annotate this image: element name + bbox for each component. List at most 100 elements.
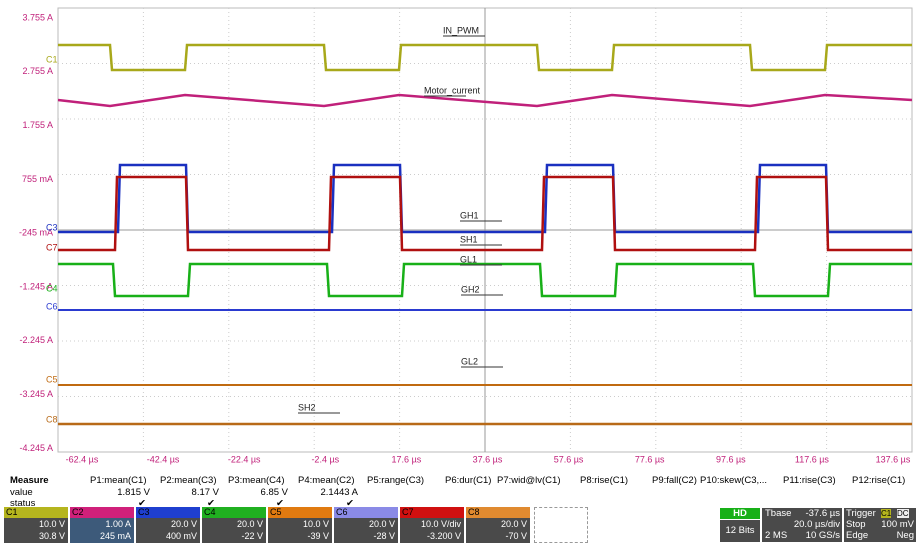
x-axis-label: 37.6 µs [473, 454, 503, 464]
y-axis-label: -4.245 A [19, 443, 53, 453]
x-axis-label: -62.4 µs [66, 454, 99, 464]
measure-param: P12:rise(C1) [852, 475, 906, 486]
channel-offset: 400 mV [165, 531, 197, 541]
channel-box: C6 20.0 V -28 V [334, 507, 398, 543]
bits: 12 Bits [720, 520, 760, 542]
trace-label: GH1 [460, 210, 479, 220]
channel-name[interactable]: C4 [202, 507, 266, 518]
channel-marker: C8 [46, 414, 58, 424]
y-axis-label: 1.755 A [22, 120, 53, 130]
status-check: ✔ [276, 498, 284, 509]
rate: 10 GS/s [805, 530, 840, 541]
measure-param: P3:mean(C4) [228, 475, 285, 486]
channel-settings[interactable]: 20.0 V 400 mV [136, 518, 200, 543]
trigger-type: Edge [846, 530, 869, 541]
measure-param: P2:mean(C3) [160, 475, 217, 486]
channel-scale: 10.0 V [302, 519, 329, 529]
channel-offset: -28 V [373, 531, 395, 541]
measure-param: P5:range(C3) [367, 475, 425, 486]
channel-offset: -39 V [307, 531, 329, 541]
x-axis-label: 117.6 µs [795, 454, 830, 464]
waveform [57, 93, 913, 108]
channel-scale: 20.0 V [236, 519, 263, 529]
channel-box: C5 10.0 V -39 V [268, 507, 332, 543]
channel-offset: 30.8 V [38, 531, 65, 541]
tbase-panel [762, 508, 842, 542]
measure-value: 2.1443 A [320, 487, 358, 498]
x-axis-label: 57.6 µs [554, 454, 584, 464]
channel-settings[interactable]: 20.0 V -28 V [334, 518, 398, 543]
channel-settings[interactable]: 1.00 A 245 mA [70, 518, 134, 543]
channel-marker: C1 [46, 54, 58, 64]
channel-settings[interactable]: 20.0 V -70 V [466, 518, 530, 543]
y-axis-label: -1.245 A [19, 281, 53, 291]
channel-marker: C6 [46, 301, 58, 311]
measure-value: 6.85 V [260, 487, 288, 498]
channel-name[interactable]: C5 [268, 507, 332, 518]
x-axis-label: -22.4 µs [228, 454, 261, 464]
channel-scale: 1.00 A [105, 519, 131, 529]
channel-offset: 245 mA [99, 531, 131, 541]
channel-box: C3 20.0 V 400 mV [136, 507, 200, 543]
x-axis-label: 77.6 µs [635, 454, 665, 464]
timediv: 20.0 µs/div [793, 519, 840, 530]
status-check: ✔ [207, 498, 215, 509]
trace-label: SH1 [460, 234, 478, 244]
row-label: status [10, 498, 36, 509]
channel-scale: 20.0 V [368, 519, 395, 529]
trace-label: GL1 [460, 254, 477, 264]
channel-settings[interactable]: 10.0 V 30.8 V [4, 518, 68, 543]
measure-param: P4:mean(C2) [298, 475, 355, 486]
measure-value: 8.17 V [191, 487, 219, 498]
channel-name[interactable]: C8 [466, 507, 530, 518]
measure-param: P7:wid@lv(C1) [497, 475, 561, 486]
channel-name[interactable]: C2 [70, 507, 134, 518]
y-axis-label: -3.245 A [19, 389, 53, 399]
trigger-slope: Neg [896, 530, 914, 541]
waveform [58, 175, 912, 252]
channel-settings[interactable]: 20.0 V -22 V [202, 518, 266, 543]
channel-marker: C3 [46, 222, 58, 232]
trace-label: SH2 [298, 402, 316, 412]
measure-param: P1:mean(C1) [90, 475, 147, 486]
channel-box: C1 10.0 V 30.8 V [4, 507, 68, 543]
x-axis-label: -2.4 µs [311, 454, 339, 464]
y-axis-label: 3.755 A [22, 12, 53, 22]
samples: 2 MS [765, 530, 788, 541]
status-check: ✔ [138, 498, 146, 509]
trigger-coupling: DC [897, 509, 909, 518]
y-axis-label: -245 mA [19, 228, 53, 238]
waveform-display: 3.755 A 2.755 A 1.755 A 755 mA -245 mA -1.245… [19, 7, 913, 464]
row-label: value [10, 487, 33, 498]
channel-offset: -3.200 V [426, 531, 461, 541]
channel-settings[interactable]: 10.0 V/div -3.200 V [400, 518, 464, 543]
trace-label: GH2 [461, 284, 480, 294]
tbase-label: Tbase [765, 508, 792, 519]
measure-title: Measure [10, 475, 49, 486]
channel-name[interactable]: C7 [400, 507, 464, 518]
trace-label: Motor_current [424, 85, 481, 95]
channel-scale: 20.0 V [500, 519, 527, 529]
mode: HD [720, 508, 760, 519]
channel-name[interactable]: C6 [334, 507, 398, 518]
channel-box: C7 10.0 V/div -3.200 V [400, 507, 464, 543]
channel-marker: C7 [46, 242, 58, 252]
channel-offset: -22 V [241, 531, 263, 541]
channel-name[interactable]: C3 [136, 507, 200, 518]
channel-settings[interactable]: 10.0 V -39 V [268, 518, 332, 543]
measure-param: P9:fall(C2) [652, 475, 697, 486]
waveform [58, 262, 912, 298]
channel-name[interactable]: C1 [4, 507, 68, 518]
channel-offset: -70 V [505, 531, 527, 541]
trigger-level: 100 mV [881, 519, 914, 530]
channel-marker: C5 [46, 374, 58, 384]
measure-param: P6:dur(C1) [445, 475, 492, 486]
waveform [58, 43, 912, 72]
x-axis-label: 17.6 µs [392, 454, 422, 464]
trigger-state: Stop [846, 519, 866, 530]
trace-label: GL2 [461, 356, 478, 366]
measure-value: 1.815 V [117, 487, 150, 498]
trace-label: IN_PWM [443, 25, 479, 35]
waveform [58, 163, 912, 234]
